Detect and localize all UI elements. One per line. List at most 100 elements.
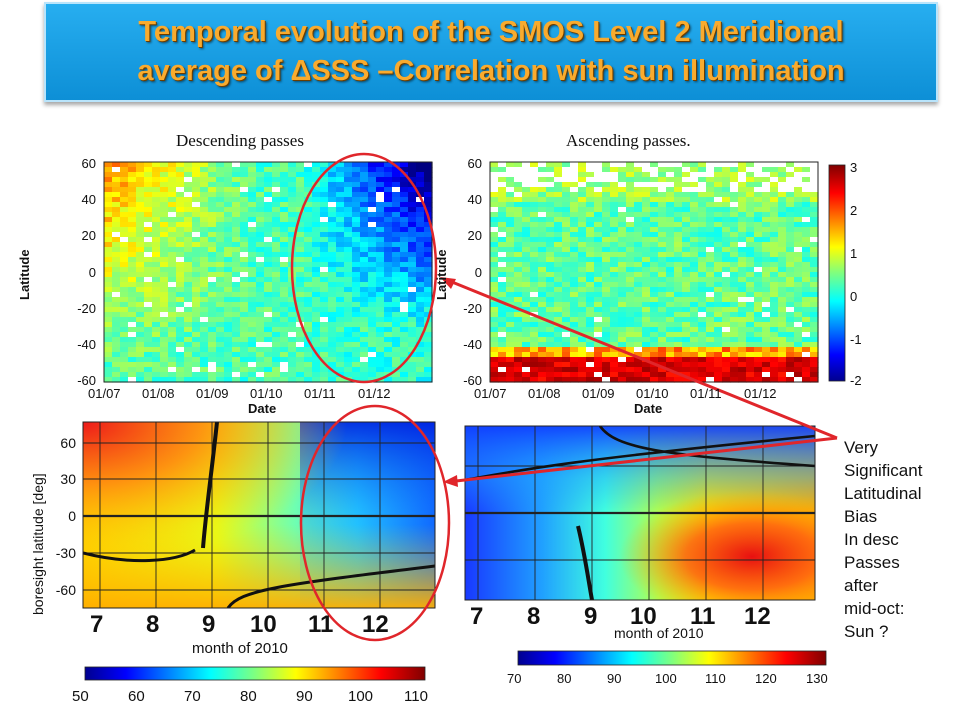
heatmap-cell bbox=[256, 287, 265, 293]
heatmap-cell bbox=[802, 317, 811, 323]
heatmap-cell bbox=[778, 312, 787, 318]
heatmap-cell bbox=[602, 202, 611, 208]
heatmap-cell bbox=[384, 342, 393, 348]
heatmap-cell bbox=[112, 332, 121, 338]
heatmap-cell bbox=[152, 282, 161, 288]
heatmap-cell bbox=[336, 337, 345, 343]
heatmap-cell bbox=[416, 312, 425, 318]
heatmap-cell bbox=[626, 322, 635, 328]
heatmap-cell bbox=[794, 322, 803, 328]
heatmap-cell bbox=[778, 192, 787, 198]
heatmap-cell bbox=[104, 192, 113, 198]
heatmap-cell bbox=[498, 167, 507, 173]
heatmap-cell bbox=[120, 297, 129, 303]
heatmap-cell bbox=[730, 337, 739, 343]
heatmap-cell bbox=[706, 362, 715, 368]
heatmap-cell bbox=[650, 297, 659, 303]
heatmap-cell bbox=[112, 162, 121, 168]
heatmap-cell bbox=[762, 277, 771, 283]
heatmap-cell bbox=[658, 242, 667, 248]
heatmap-cell bbox=[280, 317, 289, 323]
heatmap-cell bbox=[304, 352, 313, 358]
heatmap-cell bbox=[618, 352, 627, 358]
heatmap-cell bbox=[522, 237, 531, 243]
heatmap-cell bbox=[152, 257, 161, 263]
heatmap-cell bbox=[794, 182, 803, 188]
heatmap-cell bbox=[570, 177, 579, 183]
heatmap-cell bbox=[256, 282, 265, 288]
heatmap-cell bbox=[722, 277, 731, 283]
heatmap-cell bbox=[778, 282, 787, 288]
heatmap-cell bbox=[522, 307, 531, 313]
heatmap-cell bbox=[152, 167, 161, 173]
heatmap-cell bbox=[514, 327, 523, 333]
heatmap-cell bbox=[200, 227, 209, 233]
heatmap-cell bbox=[296, 342, 305, 348]
heatmap-cell bbox=[352, 167, 361, 173]
heatmap-cell bbox=[538, 347, 547, 353]
heatmap-cell bbox=[634, 297, 643, 303]
heatmap-cell bbox=[304, 247, 313, 253]
heatmap-cell bbox=[770, 212, 779, 218]
heatmap-cell bbox=[570, 377, 579, 383]
heatmap-cell bbox=[554, 327, 563, 333]
heatmap-cell bbox=[514, 322, 523, 328]
heatmap-cell bbox=[778, 237, 787, 243]
heatmap-cell bbox=[730, 227, 739, 233]
heatmap-cell bbox=[136, 327, 145, 333]
heatmap-cell bbox=[546, 207, 555, 213]
heatmap-cell bbox=[256, 272, 265, 278]
heatmap-cell bbox=[136, 302, 145, 308]
heatmap-cell bbox=[522, 377, 531, 383]
heatmap-cell bbox=[120, 342, 129, 348]
heatmap-cell bbox=[666, 317, 675, 323]
heatmap-cell bbox=[586, 237, 595, 243]
heatmap-cell bbox=[506, 182, 515, 188]
heatmap-cell bbox=[328, 207, 337, 213]
heatmap-cell bbox=[184, 342, 193, 348]
heatmap-cell bbox=[738, 247, 747, 253]
heatmap-cell bbox=[256, 187, 265, 193]
heatmap-cell bbox=[626, 172, 635, 178]
heatmap-cell bbox=[634, 377, 643, 383]
heatmap-cell bbox=[256, 217, 265, 223]
heatmap-cell bbox=[368, 272, 377, 278]
heatmap-cell bbox=[128, 232, 137, 238]
heatmap-cell bbox=[730, 332, 739, 338]
heatmap-cell bbox=[642, 362, 651, 368]
heatmap-cell bbox=[160, 182, 169, 188]
heatmap-cell bbox=[706, 227, 715, 233]
heatmap-cell bbox=[594, 197, 603, 203]
heatmap-cell bbox=[368, 362, 377, 368]
note-line: Significant bbox=[844, 461, 923, 480]
heatmap-cell bbox=[288, 217, 297, 223]
heatmap-cell bbox=[208, 322, 217, 328]
heatmap-cell bbox=[400, 377, 409, 383]
heatmap-cell bbox=[184, 262, 193, 268]
heatmap-cell bbox=[730, 247, 739, 253]
heatmap-cell bbox=[128, 327, 137, 333]
heatmap-cell bbox=[730, 252, 739, 258]
heatmap-cell bbox=[530, 297, 539, 303]
heatmap-cell bbox=[312, 307, 321, 313]
heatmap-cell bbox=[626, 247, 635, 253]
heatmap-cell bbox=[120, 262, 129, 268]
heatmap-cell bbox=[216, 172, 225, 178]
heatmap-cell bbox=[336, 212, 345, 218]
heatmap-cell bbox=[722, 312, 731, 318]
heatmap-cell bbox=[626, 362, 635, 368]
heatmap-cell bbox=[280, 167, 289, 173]
heatmap-cell bbox=[570, 242, 579, 248]
heatmap-cell bbox=[176, 287, 185, 293]
heatmap-cell bbox=[586, 192, 595, 198]
heatmap-cell bbox=[666, 302, 675, 308]
model-left-xtick: 7 bbox=[90, 611, 104, 638]
heatmap-cell bbox=[144, 347, 153, 353]
heatmap-cell bbox=[514, 237, 523, 243]
heatmap-cell bbox=[706, 307, 715, 313]
heatmap-cell bbox=[546, 352, 555, 358]
heatmap-cell bbox=[546, 177, 555, 183]
heatmap-cell bbox=[120, 337, 129, 343]
heatmap-cell bbox=[200, 167, 209, 173]
